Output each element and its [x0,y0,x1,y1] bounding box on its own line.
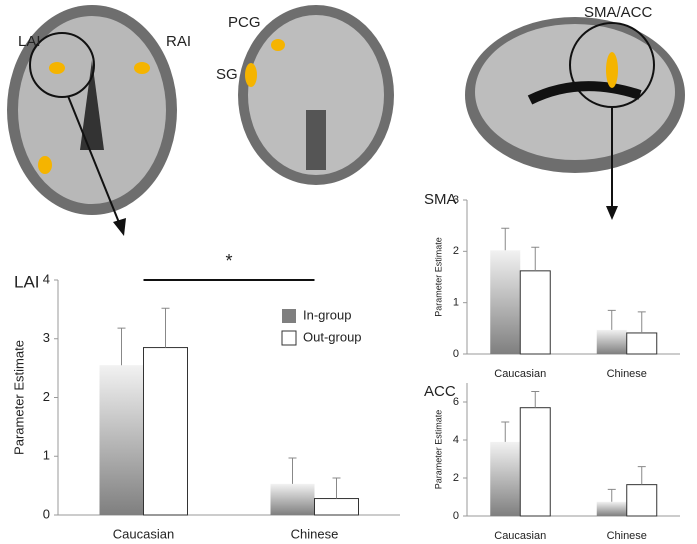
bar [596,329,627,354]
error-bar [531,246,540,271]
y-tick-label: 3 [453,194,459,206]
y-tick-label: 3 [43,330,50,345]
chart-title: LAI [14,272,40,291]
x-tick-label: Caucasian [494,530,546,542]
y-tick-label: 1 [453,297,459,309]
error-bar [637,466,646,485]
bar [314,498,359,516]
bar [143,347,188,516]
legend-swatch [281,330,297,346]
bar [490,250,521,354]
x-tick-label: Chinese [607,530,647,542]
y-tick-label: 4 [453,434,459,446]
error-bar [501,421,510,442]
region-label: PCG [228,14,261,31]
x-tick-label: Caucasian [494,368,546,380]
sagittal-brain [465,17,685,220]
chart-title: SMA [424,191,457,208]
y-tick-label: 2 [43,389,50,404]
error-bar [637,311,646,333]
y-tick-label: 1 [43,448,50,463]
error-bar [607,488,616,502]
y-tick-label: 6 [453,396,459,408]
error-bar [332,477,341,499]
y-tick-label: 2 [453,472,459,484]
bar [626,332,658,355]
y-tick-label: 0 [43,506,50,521]
coronal-brain [238,5,394,185]
y-axis-label: Parameter Estimate [433,237,443,317]
y-tick-label: 0 [453,510,459,522]
axial-brain [7,5,177,236]
error-bar [531,391,540,408]
legend-label: Out-group [303,329,362,344]
bar [626,484,658,517]
x-tick-label: Chinese [607,368,647,380]
region-label: LAI [18,33,41,50]
y-tick-label: 2 [453,245,459,257]
bar [519,270,551,355]
y-tick-label: 0 [453,348,459,360]
error-bar [117,327,126,366]
x-tick-label: Caucasian [113,526,174,541]
bar [490,441,521,516]
bar [519,407,551,517]
bar [596,501,627,516]
region-label: RAI [166,33,191,50]
bar [99,365,144,515]
error-bar [161,307,170,348]
legend-swatch [282,309,296,323]
region-label: SMA/ACC [584,4,653,21]
x-tick-label: Chinese [291,526,339,541]
error-bar [607,309,616,330]
y-axis-label: Parameter Estimate [433,410,443,490]
legend-label: In-group [303,307,351,322]
y-tick-label: 4 [43,271,50,286]
error-bar [501,227,510,251]
bar [270,483,315,515]
chart-title: ACC [424,383,456,400]
y-axis-label: Parameter Estimate [11,340,26,455]
error-bar [288,457,297,484]
region-label: SG [216,66,238,83]
significance-mark: * [225,251,232,271]
